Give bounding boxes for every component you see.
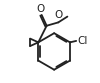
Text: O: O bbox=[36, 4, 44, 14]
Text: O: O bbox=[55, 10, 63, 20]
Text: Cl: Cl bbox=[78, 36, 88, 46]
Text: methyl: methyl bbox=[0, 82, 1, 83]
